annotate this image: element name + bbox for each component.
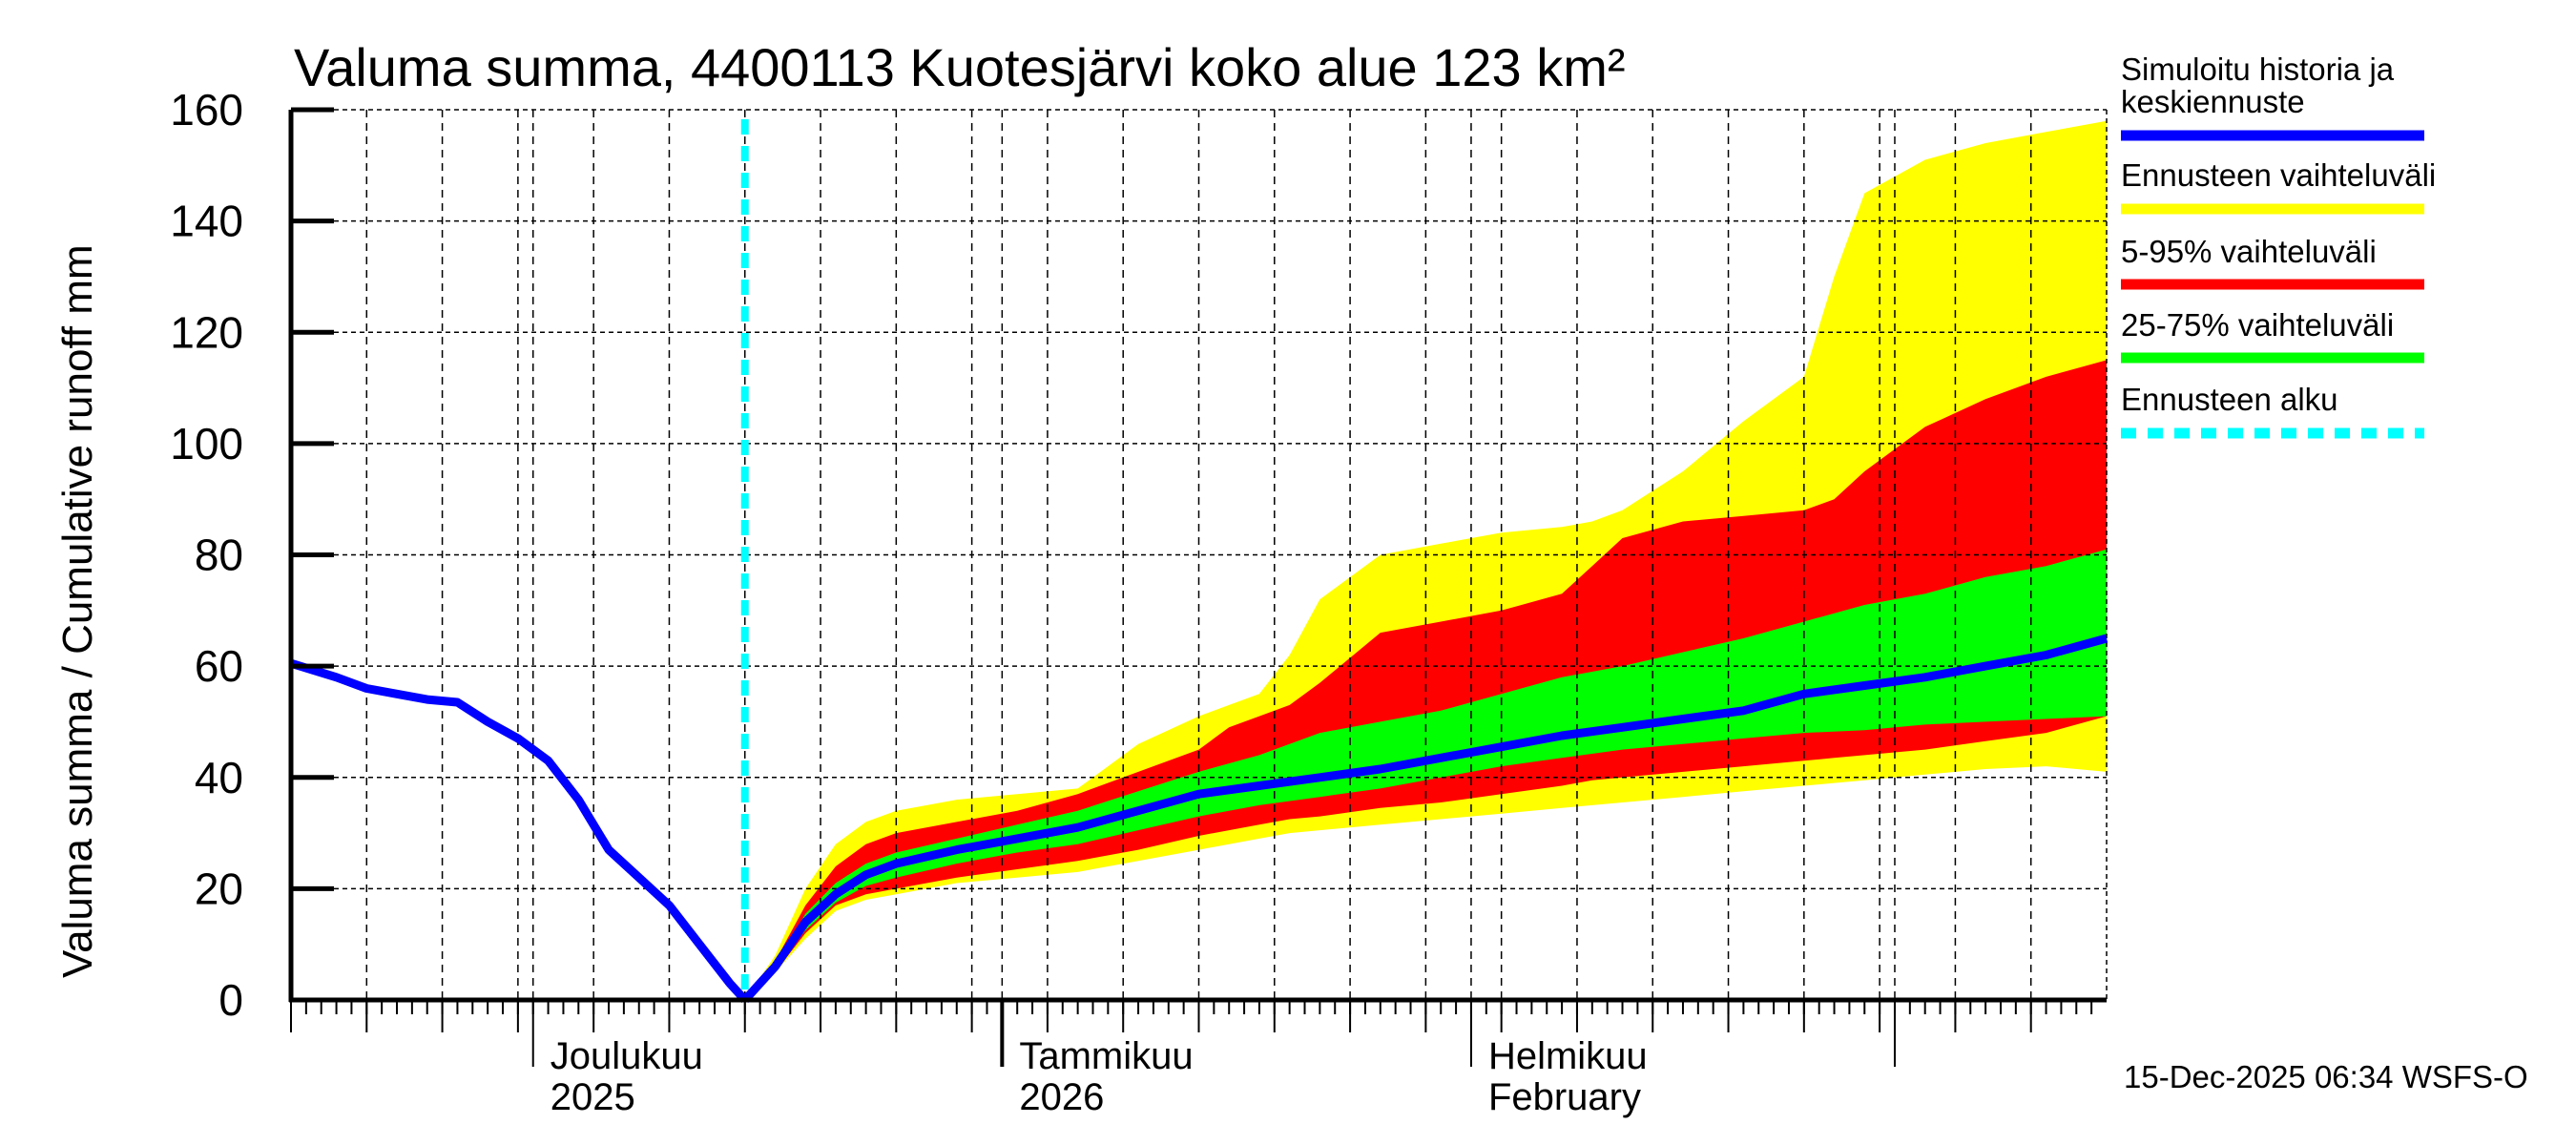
legend-label: Simuloitu historia ja	[2121, 52, 2395, 87]
band-2	[744, 549, 2107, 1000]
lines-layer	[289, 119, 2109, 1004]
legend-label: Ennusteen alku	[2121, 382, 2338, 417]
month-label-line2: 2025	[551, 1076, 635, 1118]
timestamp-footer: 15-Dec-2025 06:34 WSFS-O	[2124, 1059, 2528, 1094]
band-0	[744, 120, 2107, 1000]
month-label-line1: Helmikuu	[1488, 1035, 1648, 1077]
legend-label: 25-75% vaihteluväli	[2121, 307, 2394, 343]
y-tick-label: 40	[195, 753, 243, 802]
legend-label: Ennusteen vaihteluväli	[2121, 157, 2436, 193]
y-tick-label: 60	[195, 641, 243, 691]
y-tick-labels: 0 20 40 60 80 100 120 140 160	[170, 85, 243, 1025]
month-label-line1: Tammikuu	[1019, 1035, 1193, 1077]
y-tick-label: 0	[218, 975, 243, 1025]
y-axis-label: Valuma summa / Cumulative runoff mm	[54, 244, 101, 978]
y-tick-label: 140	[170, 197, 243, 246]
y-tick-label: 100	[170, 419, 243, 468]
bands-layer	[744, 120, 2107, 1000]
history-line	[289, 658, 749, 1004]
y-tick-label: 160	[170, 85, 243, 135]
month-label-line2: 2026	[1019, 1076, 1104, 1118]
y-tick-label: 80	[195, 531, 243, 580]
y-tick-label: 120	[170, 307, 243, 357]
median-forecast-line	[741, 634, 2109, 1004]
month-label-line1: Joulukuu	[551, 1035, 703, 1077]
legend-label: 5-95% vaihteluväli	[2121, 234, 2377, 269]
month-label-line2: February	[1488, 1076, 1641, 1118]
legend-label-line2: keskiennuste	[2121, 84, 2305, 119]
y-tick-label: 20	[195, 864, 243, 913]
axes-layer	[288, 107, 2107, 1067]
chart-title: Valuma summa, 4400113 Kuotesjärvi koko a…	[294, 37, 1626, 97]
